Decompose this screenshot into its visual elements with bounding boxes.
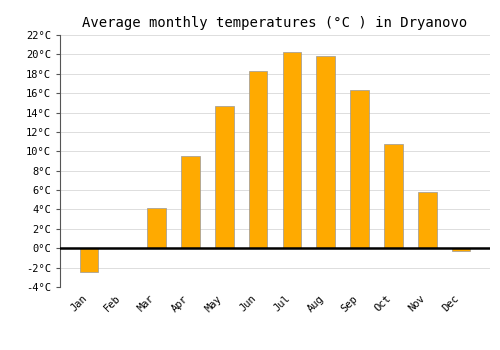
- Bar: [215, 106, 234, 248]
- Bar: [452, 248, 470, 251]
- Bar: [384, 144, 403, 248]
- Bar: [181, 156, 200, 248]
- Bar: [350, 90, 369, 248]
- Bar: [249, 71, 268, 248]
- Bar: [80, 248, 98, 272]
- Bar: [316, 56, 335, 248]
- Bar: [418, 192, 436, 248]
- Title: Average monthly temperatures (°C ) in Dryanovo: Average monthly temperatures (°C ) in Dr…: [82, 16, 468, 30]
- Bar: [147, 209, 166, 248]
- Bar: [282, 52, 301, 248]
